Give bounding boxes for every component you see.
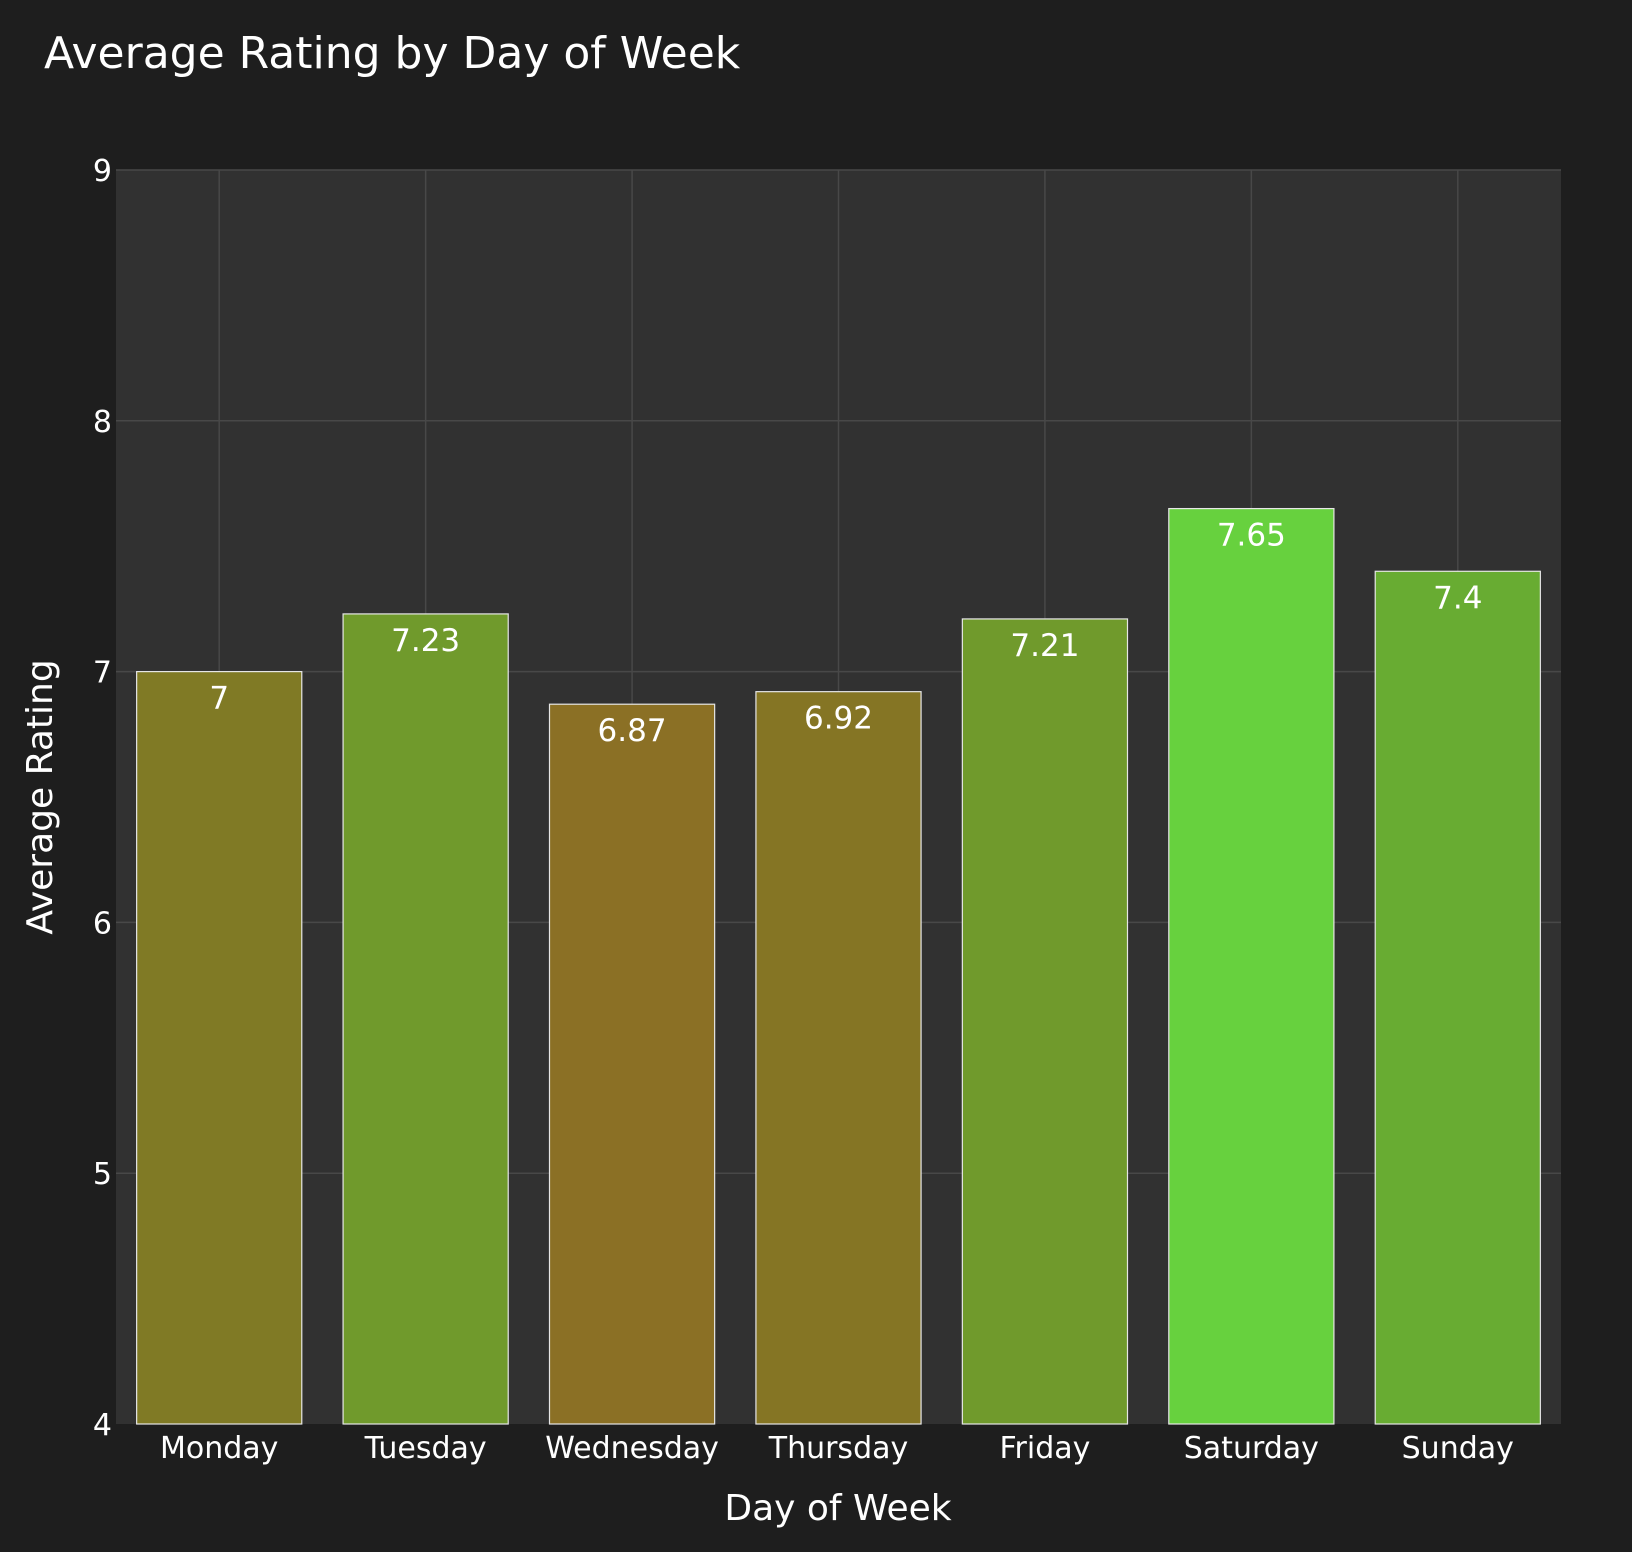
y-tick-label: 5	[93, 1157, 112, 1192]
x-tick-label: Monday	[160, 1431, 278, 1466]
bar-value-label: 7.65	[1217, 518, 1286, 554]
bar-value-label: 7.4	[1433, 580, 1482, 616]
x-tick-label: Tuesday	[364, 1431, 487, 1466]
y-tick-label: 4	[93, 1408, 112, 1443]
bar-thursday	[755, 691, 922, 1425]
bar-sunday	[1374, 570, 1541, 1425]
x-tick-label: Thursday	[768, 1431, 909, 1466]
bar-value-label: 6.87	[598, 713, 667, 749]
bar-value-label: 7.23	[391, 623, 460, 659]
y-axis-title: Average Rating	[20, 659, 61, 934]
y-tick-label: 6	[93, 906, 112, 941]
x-tick-label: Wednesday	[545, 1431, 719, 1466]
bar-friday	[961, 618, 1129, 1425]
y-tick-label: 9	[93, 154, 112, 189]
bar-tuesday	[342, 613, 509, 1425]
x-tick-label: Saturday	[1184, 1431, 1319, 1466]
x-tick-label: Friday	[999, 1431, 1090, 1466]
x-axis-ticks: Monday Tuesday Wednesday Thursday Friday Satu…	[160, 1431, 1514, 1466]
x-tick-label: Sunday	[1402, 1431, 1514, 1466]
y-axis-ticks: 4 5 6 7 8 9	[93, 154, 112, 1443]
bar-wednesday	[548, 703, 716, 1425]
bar-value-label: 7	[209, 681, 229, 717]
x-axis-title: Day of Week	[724, 1488, 951, 1529]
bar-value-label: 7.21	[1010, 628, 1079, 664]
y-tick-label: 8	[93, 405, 112, 440]
chart-title: Average Rating by Day of Week	[44, 28, 741, 79]
y-tick-label: 7	[93, 656, 112, 691]
bar-value-labels: 7 7.23 6.87 6.92 7.21 7.65 7.4	[209, 518, 1482, 750]
bar-monday	[136, 670, 303, 1425]
bar-saturday	[1168, 507, 1335, 1425]
bar-value-label: 6.92	[804, 701, 873, 737]
bars	[136, 507, 1541, 1425]
